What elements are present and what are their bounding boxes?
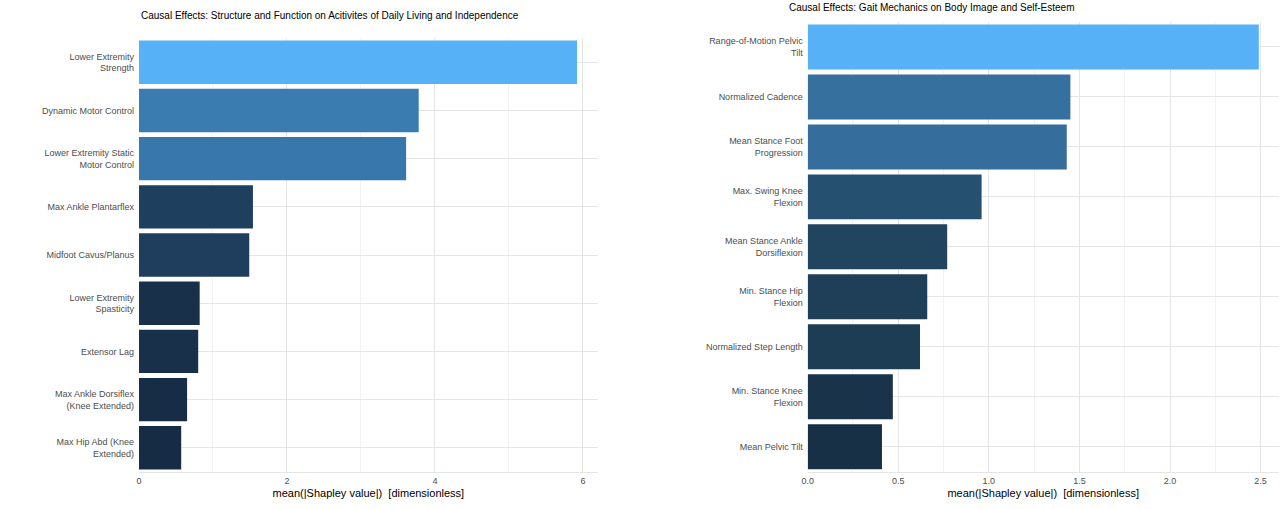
svg-text:Max Ankle Dorsiflex(Knee Exten: Max Ankle Dorsiflex(Knee Extended) [55, 389, 135, 411]
svg-text:Dynamic Motor Control: Dynamic Motor Control [42, 106, 134, 116]
svg-text:Lower ExtremityStrength: Lower ExtremityStrength [69, 52, 134, 74]
svg-text:Lower Extremity StaticMotor Co: Lower Extremity StaticMotor Control [44, 148, 134, 170]
svg-text:Midfoot Cavus/Planus: Midfoot Cavus/Planus [46, 250, 134, 260]
svg-text:Max Ankle Plantarflex: Max Ankle Plantarflex [47, 202, 134, 212]
svg-text:Mean Stance AnkleDorsiflexion: Mean Stance AnkleDorsiflexion [725, 236, 803, 258]
svg-text:6: 6 [580, 476, 585, 486]
svg-text:Normalized Step Length: Normalized Step Length [706, 342, 803, 352]
svg-text:2: 2 [284, 476, 289, 486]
svg-text:Lower ExtremitySpasticity: Lower ExtremitySpasticity [69, 292, 134, 314]
svg-text:Max. Swing KneeFlexion: Max. Swing KneeFlexion [733, 186, 803, 208]
svg-text:0.0: 0.0 [801, 476, 814, 486]
svg-text:2.0: 2.0 [1164, 476, 1177, 486]
svg-text:1.0: 1.0 [983, 476, 996, 486]
svg-text:Extensor Lag: Extensor Lag [81, 347, 134, 357]
svg-text:mean(|Shapley value|) [dimens: mean(|Shapley value|) [dimensionless] [947, 487, 1139, 499]
svg-text:1.5: 1.5 [1073, 476, 1086, 486]
svg-text:Mean Pelvic Tilt: Mean Pelvic Tilt [740, 442, 804, 452]
svg-text:Normalized Cadence: Normalized Cadence [719, 92, 803, 102]
svg-text:mean(|Shapley value|) [dimens: mean(|Shapley value|) [dimensionless] [273, 487, 465, 499]
svg-text:Max Hip Abd (KneeExtended): Max Hip Abd (KneeExtended) [56, 437, 134, 459]
svg-text:0: 0 [137, 476, 142, 486]
svg-text:0.5: 0.5 [892, 476, 905, 486]
svg-text:Range-of-Motion PelvicTilt: Range-of-Motion PelvicTilt [709, 36, 803, 58]
svg-text:Causal Effects: Structure and: Causal Effects: Structure and Function o… [141, 10, 519, 21]
svg-text:Mean Stance FootProgression: Mean Stance FootProgression [729, 136, 803, 158]
svg-text:2.5: 2.5 [1254, 476, 1267, 486]
svg-text:Min. Stance HipFlexion: Min. Stance HipFlexion [739, 286, 803, 308]
svg-text:Causal Effects: Gait Mechanics: Causal Effects: Gait Mechanics on Body I… [789, 2, 1075, 13]
svg-text:4: 4 [432, 476, 437, 486]
svg-text:Min. Stance KneeFlexion: Min. Stance KneeFlexion [732, 386, 803, 408]
